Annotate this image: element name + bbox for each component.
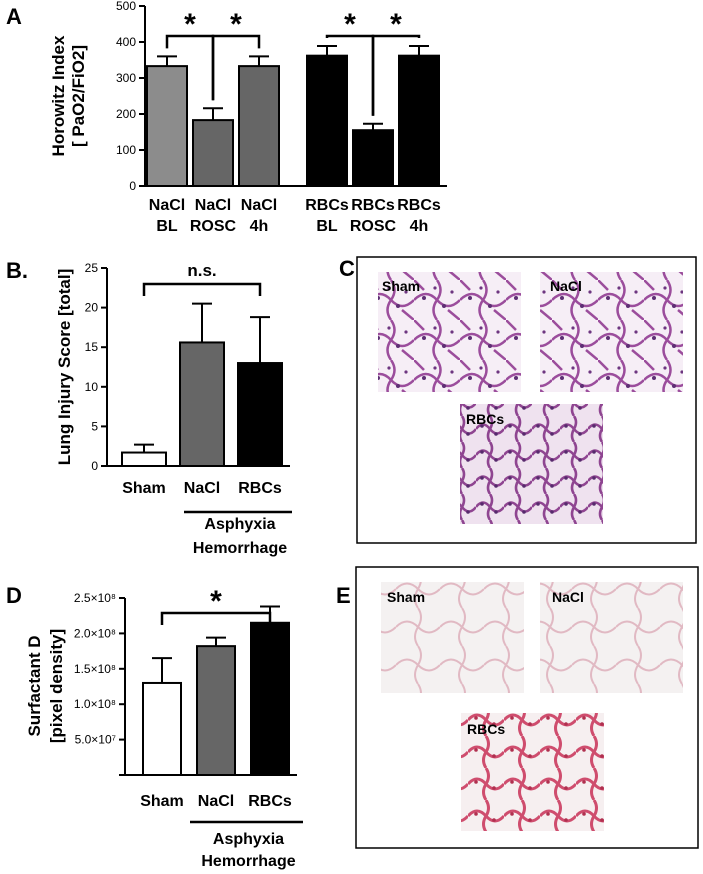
micrograph-e-nacl-label: NaCl <box>552 589 584 605</box>
chart-a-category-label: 4h <box>250 218 269 235</box>
chart-a-significance-star: * <box>184 8 196 41</box>
chart-b-y-tick-label: 25 <box>85 261 99 275</box>
chart-a-y-tick-label: 500 <box>116 0 136 13</box>
chart-a-bar <box>398 54 440 188</box>
chart-a-bar <box>192 119 234 187</box>
chart-d-category-label: NaCl <box>198 793 234 810</box>
chart-b-bar <box>237 362 283 468</box>
chart-lung-injury-score: 0 5 10 15 20 25 Lung Injury Score [total] Sham N… <box>55 261 292 557</box>
micrograph-c-nacl-label: NaCl <box>550 278 582 294</box>
chart-a-category-label: NaCl <box>195 197 231 214</box>
chart-surfactant-d: 5.0×10⁷ 1.0×10⁸ 1.5×10⁸ 2.0×10⁸ 2.5×10⁸ Surfa… <box>25 585 303 870</box>
chart-d-significance-bracket <box>160 611 272 625</box>
chart-b-y-tick-label: 20 <box>85 301 99 315</box>
chart-b-bar <box>179 341 225 467</box>
chart-a-category-label: RBCs <box>351 197 395 214</box>
chart-horowitz-index: 0 100 200 300 400 500 Horowitz Index[ PaO2/FiO… <box>49 0 447 235</box>
chart-a-significance-star: * <box>230 8 242 41</box>
chart-d-group-label: Asphyxia <box>213 831 284 848</box>
micrograph-panel-e: Sham NaCl RBCs <box>355 566 699 849</box>
chart-b-y-tick-label: 10 <box>85 380 99 394</box>
chart-b-y-tick-label: 15 <box>85 340 99 354</box>
micrograph-e-sham <box>381 582 524 693</box>
chart-a-y-tick-label: 100 <box>116 143 136 157</box>
chart-a-bar <box>352 129 394 187</box>
chart-b-group-label: Hemorrhage <box>193 540 287 557</box>
chart-b-bar <box>121 451 167 468</box>
chart-a-category-label: RBCs <box>397 197 441 214</box>
chart-a-bar <box>306 54 348 188</box>
chart-a-significance-star: * <box>390 8 402 41</box>
panel-label-a: A <box>6 4 22 29</box>
chart-d-y-tick-label: 2.5×10⁸ <box>74 591 116 605</box>
chart-d-y-tick-label: 1.5×10⁸ <box>74 662 116 676</box>
micrograph-c-sham-label: Sham <box>382 278 420 294</box>
chart-d-bar <box>196 645 236 776</box>
chart-d-significance-star: * <box>210 585 222 618</box>
chart-a-category-label: RBCs <box>305 197 349 214</box>
chart-d-y-tick-label: 1.0×10⁸ <box>74 697 116 711</box>
chart-a-y-tick-label: 0 <box>129 179 136 193</box>
chart-b-category-label: RBCs <box>238 480 282 497</box>
chart-d-y-tick-label: 2.0×10⁸ <box>74 626 116 640</box>
chart-d-category-label: RBCs <box>248 793 292 810</box>
chart-a-y-tick-label: 300 <box>116 71 136 85</box>
chart-b-category-label: Sham <box>122 480 166 497</box>
chart-a-y-axis-label: Horowitz Index <box>49 35 68 156</box>
micrograph-e-rbcs-label: RBCs <box>467 721 505 737</box>
chart-a-category-label: ROSC <box>190 218 237 235</box>
micrograph-e-rbcs <box>461 713 604 831</box>
chart-a-y-tick-label: 400 <box>116 35 136 49</box>
micrograph-c-rbcs <box>460 404 603 524</box>
chart-a-category-label: NaCl <box>241 197 277 214</box>
micrograph-c-nacl <box>540 272 683 392</box>
chart-b-y-tick-label: 0 <box>91 459 98 473</box>
chart-b-significance-label: n.s. <box>187 261 216 280</box>
chart-b-group-label: Asphyxia <box>204 516 275 533</box>
chart-a-y-tick-label: 200 <box>116 107 136 121</box>
chart-a-bar <box>238 65 280 187</box>
chart-a-bar <box>146 65 188 187</box>
chart-b-significance-bracket <box>142 282 262 296</box>
chart-a-significance-star: * <box>344 8 356 41</box>
chart-a-category-label: BL <box>156 218 178 235</box>
chart-d-bar <box>250 621 290 777</box>
panel-label-d: D <box>6 583 22 608</box>
chart-a-y-axis-label: [ PaO2/FiO2] <box>69 45 88 147</box>
chart-a-significance-bracket <box>211 34 261 101</box>
micrograph-panel-c: Sham NaCl RBCs <box>356 256 697 544</box>
chart-a-category-label: NaCl <box>149 197 185 214</box>
chart-d-group-label: Hemorrhage <box>201 853 295 870</box>
chart-d-category-label: Sham <box>140 793 184 810</box>
chart-d-y-axis-label: Surfactant D <box>25 635 44 736</box>
chart-b-y-tick-label: 5 <box>91 419 98 433</box>
micrograph-c-rbcs-label: RBCs <box>466 411 504 427</box>
micrograph-e-sham-label: Sham <box>387 589 425 605</box>
chart-a-significance-bracket <box>371 34 421 116</box>
micrograph-c-sham <box>378 272 521 392</box>
chart-a-category-label: 4h <box>410 218 429 235</box>
panel-label-b: B. <box>6 258 28 283</box>
chart-a-category-label: ROSC <box>350 218 397 235</box>
panel-label-c: C <box>339 256 355 281</box>
chart-b-y-axis-label: Lung Injury Score [total] <box>55 269 74 465</box>
chart-d-bar <box>142 681 182 777</box>
chart-d-y-tick-label: 5.0×10⁷ <box>75 733 116 747</box>
chart-d-y-axis-label: [pixel density] <box>47 629 66 743</box>
chart-b-category-label: NaCl <box>184 480 220 497</box>
micrograph-e-nacl <box>540 582 683 693</box>
panel-label-e: E <box>336 583 351 608</box>
chart-a-category-label: BL <box>316 218 338 235</box>
